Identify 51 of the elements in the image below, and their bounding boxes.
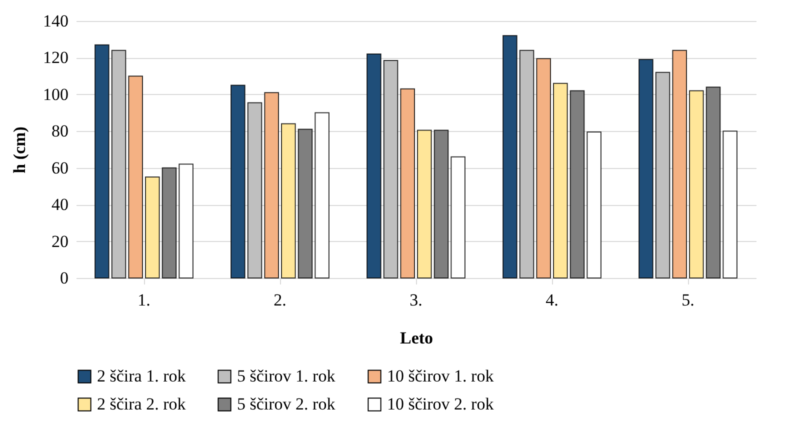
bar <box>314 112 330 278</box>
legend-label: 10 ščirov 1. rok <box>387 366 494 386</box>
bar <box>230 84 246 278</box>
bar <box>706 86 721 278</box>
bar <box>247 102 262 278</box>
bar <box>128 76 143 278</box>
bar <box>162 167 177 278</box>
bar <box>417 130 432 278</box>
bar <box>722 130 738 278</box>
legend-label: 5 ščirov 2. rok <box>237 394 336 414</box>
bar <box>298 128 313 278</box>
legend-label: 5 ščirov 1. rok <box>237 366 336 386</box>
y-tick-label: 40 <box>52 195 68 214</box>
y-tick-label: 60 <box>52 158 68 178</box>
y-axis-title: h (cm) <box>10 126 29 174</box>
bar <box>672 50 687 278</box>
x-tick-label: 3. <box>410 290 422 310</box>
bar <box>689 90 704 278</box>
y-tick-label: 120 <box>43 48 68 68</box>
bar <box>638 59 654 278</box>
x-tick-label: 5. <box>682 290 694 310</box>
bar <box>111 50 126 278</box>
bar <box>553 82 568 278</box>
y-tick-label: 0 <box>60 268 68 288</box>
bar <box>264 92 279 278</box>
x-tick-label: 2. <box>274 290 286 310</box>
y-tick-label: 80 <box>52 122 68 141</box>
bar <box>400 88 415 278</box>
x-axis-title: Leto <box>400 328 434 348</box>
bar <box>536 58 551 278</box>
y-tick-label: 20 <box>52 232 68 251</box>
bar <box>570 90 585 278</box>
bar <box>281 123 296 278</box>
bar <box>502 35 518 278</box>
legend-label: 10 ščirov 2. rok <box>387 394 494 414</box>
bar <box>655 72 670 278</box>
bar <box>178 164 194 278</box>
bar <box>145 176 160 278</box>
legend-label: 2 ščira 2. rok <box>97 394 186 414</box>
x-tick-label: 1. <box>138 290 150 310</box>
y-tick-label: 140 <box>43 12 68 30</box>
bar <box>434 130 449 278</box>
bar <box>366 54 382 278</box>
x-tick-label: 4. <box>546 290 558 310</box>
bar <box>450 156 466 278</box>
bar <box>383 60 398 278</box>
bar <box>94 44 110 278</box>
bar <box>586 132 602 278</box>
legend-label: 2 ščira 1. rok <box>97 366 186 386</box>
bar <box>519 50 534 278</box>
y-tick-label: 100 <box>43 84 68 104</box>
